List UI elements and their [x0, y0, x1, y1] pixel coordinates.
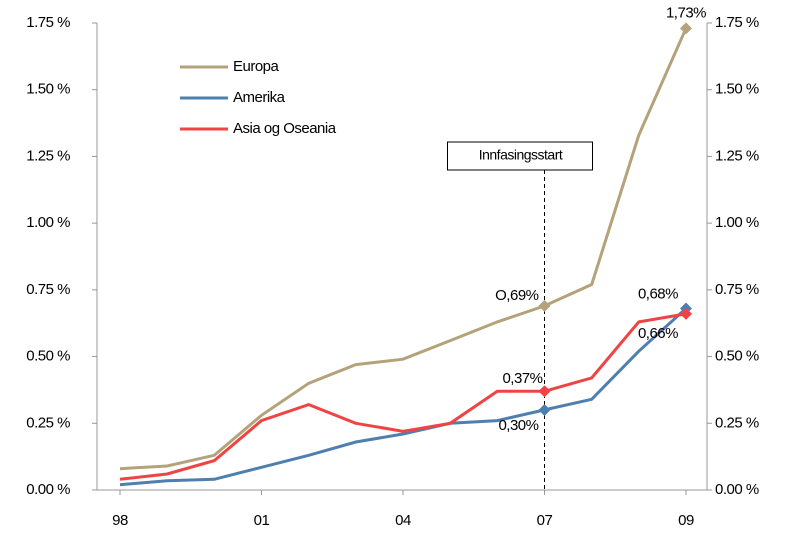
- series-line: [119, 27, 688, 471]
- y2-tick-label: 0.25 %: [715, 414, 759, 431]
- data-label: O,69%: [495, 287, 539, 304]
- y2-tick-label: 1.50 %: [715, 81, 759, 98]
- y-tick-label: 1.00 %: [26, 214, 70, 231]
- y-tick-label: 0.50 %: [26, 348, 70, 365]
- x-tick-label: 07: [537, 512, 553, 529]
- y2-tick-label: 0.00 %: [715, 481, 759, 498]
- y2-tick-label: 0.50 %: [715, 348, 759, 365]
- y2-tick-label: 0.75 %: [715, 281, 759, 298]
- y-tick-label: 1.25 %: [26, 147, 70, 164]
- y-tick-label: 0.25 %: [26, 414, 70, 431]
- legend-label: Europa: [233, 58, 280, 75]
- y2-tick-label: 1.75 %: [715, 14, 759, 31]
- data-label: 1,73%: [666, 4, 706, 21]
- y2-tick-label: 1.00 %: [715, 214, 759, 231]
- legend-label: Amerika: [233, 89, 286, 106]
- data-label: 0,37%: [502, 370, 542, 387]
- annotation-text: Innfasingsstart: [479, 147, 563, 163]
- series-line: [119, 307, 688, 487]
- x-tick-label: 04: [395, 512, 411, 529]
- data-label: 0,68%: [638, 286, 678, 303]
- y-tick-label: 0.75 %: [26, 281, 70, 298]
- point-marker: [680, 22, 692, 35]
- y-tick-label: 1.75 %: [26, 14, 70, 31]
- series-line: [119, 312, 687, 481]
- y-tick-label: 1.50 %: [26, 81, 70, 98]
- point-marker: [538, 403, 551, 416]
- y2-tick-label: 1.25 %: [715, 147, 759, 164]
- data-label: 0,30%: [498, 417, 538, 434]
- x-tick-label: 98: [112, 512, 128, 529]
- y-tick-label: 0.00 %: [26, 481, 70, 498]
- data-label: 0,66%: [638, 325, 678, 342]
- point-marker: [680, 307, 692, 320]
- legend-label: Asia og Oseania: [233, 120, 337, 137]
- x-tick-label: 09: [678, 512, 694, 529]
- point-marker: [538, 385, 551, 398]
- point-marker: [538, 299, 551, 312]
- x-tick-label: 01: [254, 512, 270, 529]
- annotation-box: [447, 141, 593, 171]
